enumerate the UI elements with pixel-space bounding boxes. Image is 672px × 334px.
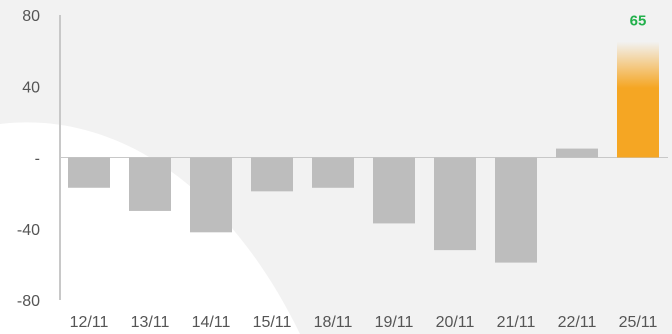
bar	[190, 157, 232, 233]
data-labels: 65	[630, 13, 647, 30]
bar	[68, 157, 110, 188]
x-tick-label: 20/11	[436, 314, 475, 331]
bar	[434, 157, 476, 251]
y-tick-label: 80	[22, 8, 40, 25]
y-tick-label: -	[35, 151, 40, 168]
data-label: 65	[630, 13, 647, 30]
x-axis-labels: 12/11 13/11 14/11 15/11 18/11 19/11 20/11 21/11…	[70, 314, 658, 331]
y-axis: 80 40 - -40 -80	[17, 8, 61, 310]
bars	[68, 41, 659, 263]
bar	[495, 157, 537, 263]
bar	[556, 148, 598, 158]
y-tick-label: 40	[22, 79, 40, 96]
bar	[312, 157, 354, 188]
x-tick-label: 25/11	[619, 314, 658, 331]
x-tick-label: 13/11	[131, 314, 170, 331]
bar	[251, 157, 293, 192]
bar	[129, 157, 171, 211]
y-tick-label: -80	[17, 293, 40, 310]
x-tick-label: 21/11	[497, 314, 536, 331]
x-tick-label: 15/11	[253, 314, 292, 331]
x-tick-label: 22/11	[558, 314, 597, 331]
x-tick-label: 18/11	[314, 314, 353, 331]
y-tick-label: -40	[17, 222, 40, 239]
bar-highlight	[617, 41, 659, 158]
bar	[373, 157, 415, 224]
x-tick-label: 14/11	[192, 314, 231, 331]
x-tick-label: 12/11	[70, 314, 109, 331]
x-tick-label: 19/11	[375, 314, 414, 331]
